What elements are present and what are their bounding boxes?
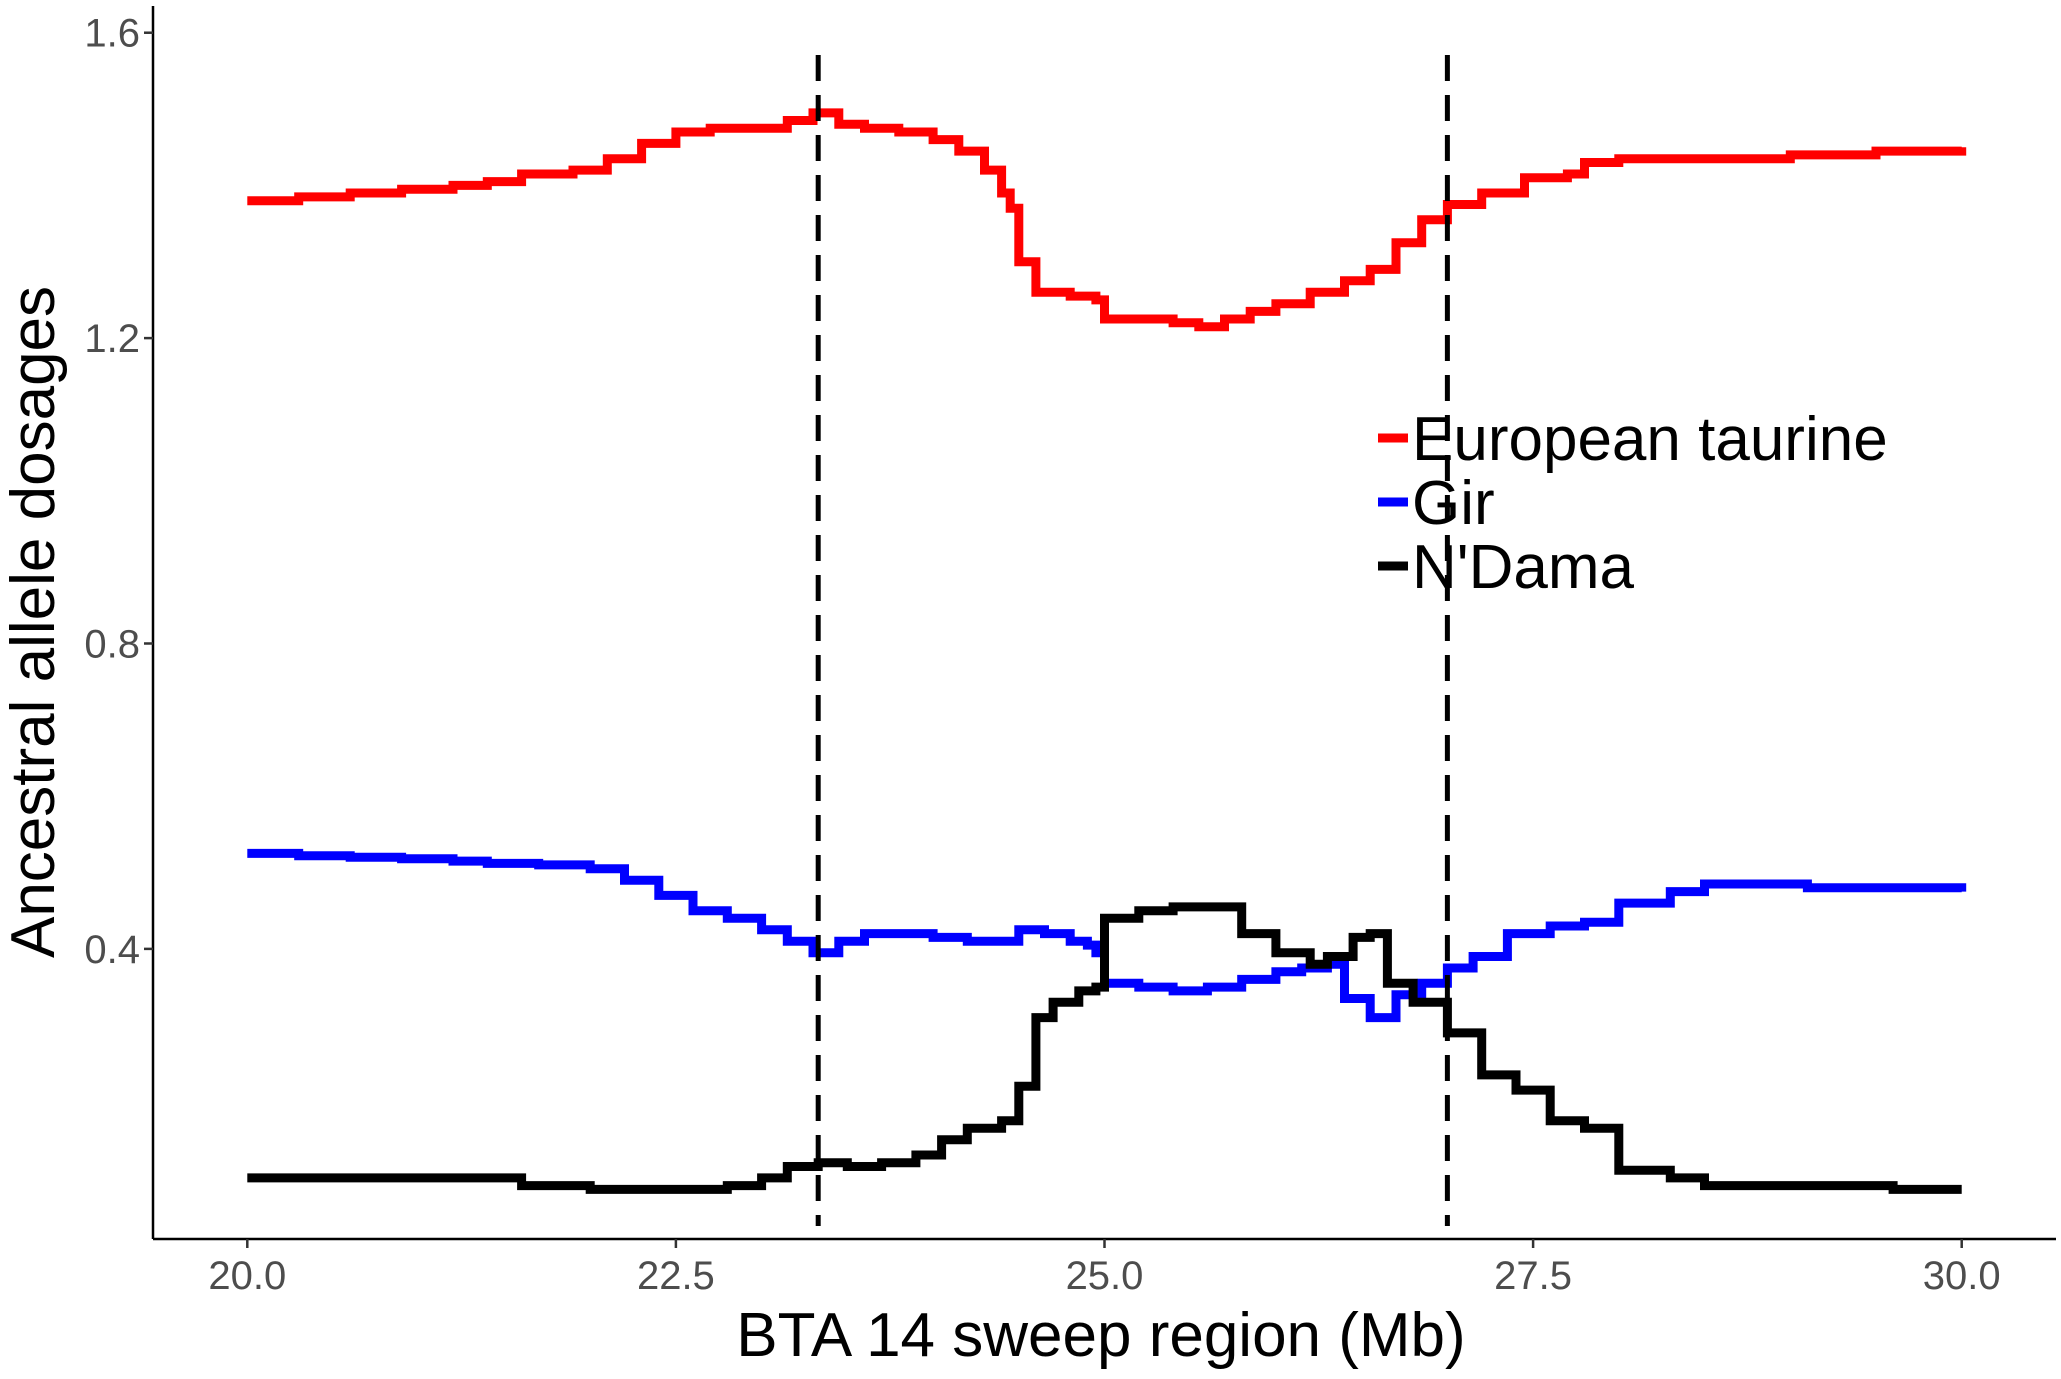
series-line-gir <box>247 848 1967 1023</box>
axes <box>144 6 2056 1248</box>
legend-label: European taurine <box>1412 405 1888 474</box>
y-tick-label: 1.2 <box>84 317 140 361</box>
x-tick-label: 22.5 <box>637 1254 715 1298</box>
y-tick-label: 0.4 <box>84 928 140 972</box>
legend-label: Gir <box>1412 469 1495 538</box>
x-tick-label: 27.5 <box>1494 1254 1572 1298</box>
series-line-european-taurine <box>247 108 1967 332</box>
legend-label: N'Dama <box>1412 533 1635 602</box>
x-axis-title: BTA 14 sweep region (Mb) <box>736 1301 1465 1370</box>
y-axis-title: Ancestral allele dosages <box>0 286 68 958</box>
x-tick-label: 25.0 <box>1066 1254 1144 1298</box>
x-tick-label: 30.0 <box>1923 1254 2001 1298</box>
series-layer <box>247 108 1967 1194</box>
series-line-n-dama <box>247 902 1962 1194</box>
tick-labels: 0.4 0.8 1.2 1.6 20.0 22.5 25.0 27.5 30.0 <box>84 12 2000 1298</box>
y-tick-label: 0.8 <box>84 622 140 666</box>
x-tick-label: 20.0 <box>208 1254 286 1298</box>
y-tick-label: 1.6 <box>84 12 140 56</box>
reference-lines <box>815 55 1450 1226</box>
